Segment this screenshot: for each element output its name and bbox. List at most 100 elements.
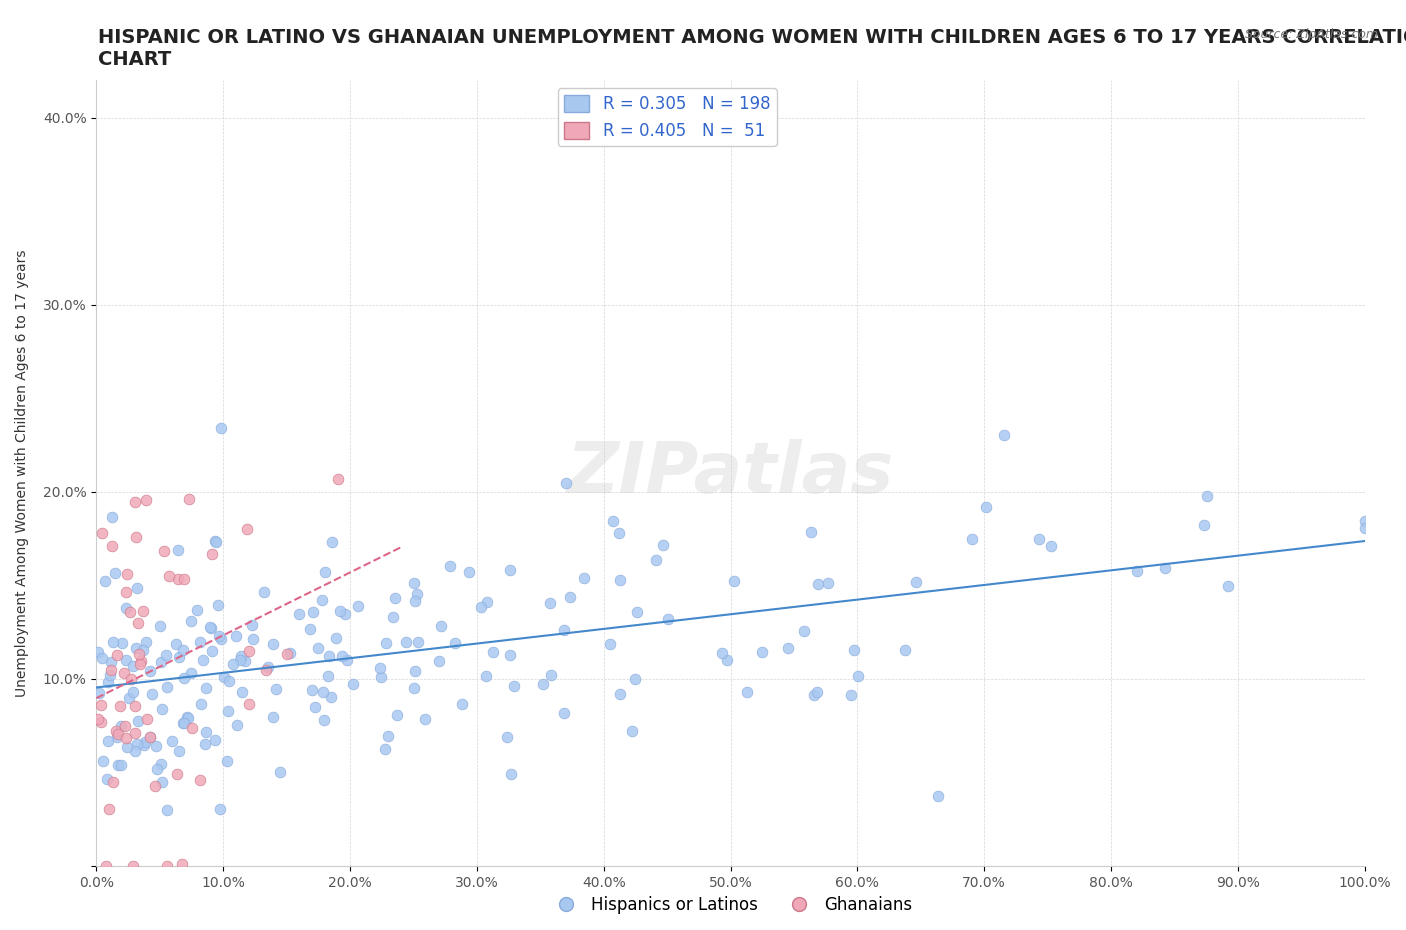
Point	[121, 658, 143, 673]
Point	[107, 757, 129, 772]
Point	[302, 604, 325, 619]
Point	[114, 718, 136, 733]
Point	[129, 657, 152, 671]
Point	[155, 858, 177, 873]
Point	[173, 671, 195, 685]
Point	[370, 669, 392, 684]
Y-axis label: Unemployment Among Women with Children Ages 6 to 17 years: Unemployment Among Women with Children A…	[15, 249, 30, 697]
Point	[107, 726, 129, 741]
Point	[191, 653, 214, 668]
Point	[118, 691, 141, 706]
Point	[209, 421, 232, 436]
Point	[127, 616, 149, 631]
Text: HISPANIC OR LATINO VS GHANAIAN UNEMPLOYMENT AMONG WOMEN WITH CHILDREN AGES 6 TO : HISPANIC OR LATINO VS GHANAIAN UNEMPLOYM…	[98, 28, 1406, 69]
Point	[430, 618, 453, 633]
Point	[124, 698, 146, 713]
Point	[204, 732, 226, 747]
Point	[1197, 488, 1219, 503]
Point	[321, 534, 343, 549]
Point	[974, 499, 997, 514]
Point	[311, 592, 333, 607]
Point	[112, 665, 135, 680]
Point	[110, 757, 132, 772]
Point	[413, 711, 436, 726]
Point	[195, 681, 218, 696]
Point	[150, 775, 173, 790]
Point	[751, 644, 773, 659]
Point	[735, 684, 758, 699]
Point	[385, 708, 408, 723]
Point	[841, 688, 863, 703]
Point	[101, 775, 124, 790]
Point	[129, 654, 152, 669]
Point	[1354, 520, 1376, 535]
Point	[139, 664, 162, 679]
Point	[298, 621, 321, 636]
Point	[609, 573, 631, 588]
Point	[609, 686, 631, 701]
Point	[156, 680, 179, 695]
Point	[645, 552, 668, 567]
Point	[602, 513, 624, 528]
Point	[160, 734, 183, 749]
Point	[98, 667, 121, 682]
Point	[209, 631, 232, 646]
Point	[318, 669, 340, 684]
Point	[406, 634, 429, 649]
Point	[333, 607, 356, 622]
Point	[793, 623, 815, 638]
Point	[114, 730, 136, 745]
Point	[212, 670, 235, 684]
Point	[402, 576, 425, 591]
Point	[97, 674, 120, 689]
Point	[110, 719, 132, 734]
Point	[200, 621, 222, 636]
Point	[278, 646, 301, 661]
Point	[204, 534, 226, 549]
Point	[1126, 564, 1149, 578]
Point	[481, 644, 503, 659]
Point	[1354, 513, 1376, 528]
Point	[157, 569, 180, 584]
Point	[172, 643, 194, 658]
Point	[87, 645, 110, 660]
Point	[125, 530, 148, 545]
Point	[153, 544, 176, 559]
Point	[501, 767, 523, 782]
Point	[538, 596, 561, 611]
Point	[201, 644, 224, 658]
Point	[242, 631, 264, 646]
Point	[125, 737, 148, 751]
Point	[201, 547, 224, 562]
Point	[1039, 538, 1062, 553]
Point	[124, 641, 146, 656]
Point	[135, 711, 157, 726]
Point	[368, 660, 391, 675]
Point	[554, 475, 576, 490]
Point	[90, 525, 112, 540]
Point	[167, 572, 190, 587]
Point	[846, 669, 869, 684]
Point	[172, 715, 194, 730]
Point	[167, 650, 190, 665]
Point	[120, 604, 142, 619]
Point	[404, 664, 426, 679]
Point	[817, 576, 839, 591]
Point	[132, 643, 155, 658]
Point	[94, 858, 117, 873]
Point	[318, 649, 340, 664]
Point	[301, 683, 323, 698]
Point	[599, 636, 621, 651]
Point	[406, 587, 429, 602]
Point	[194, 737, 217, 751]
Point	[384, 591, 406, 605]
Point	[233, 654, 256, 669]
Point	[194, 724, 217, 739]
Point	[1154, 561, 1177, 576]
Point	[97, 734, 120, 749]
Point	[179, 491, 201, 506]
Point	[444, 635, 467, 650]
Point	[558, 590, 581, 604]
Point	[572, 570, 595, 585]
Point	[778, 640, 800, 655]
